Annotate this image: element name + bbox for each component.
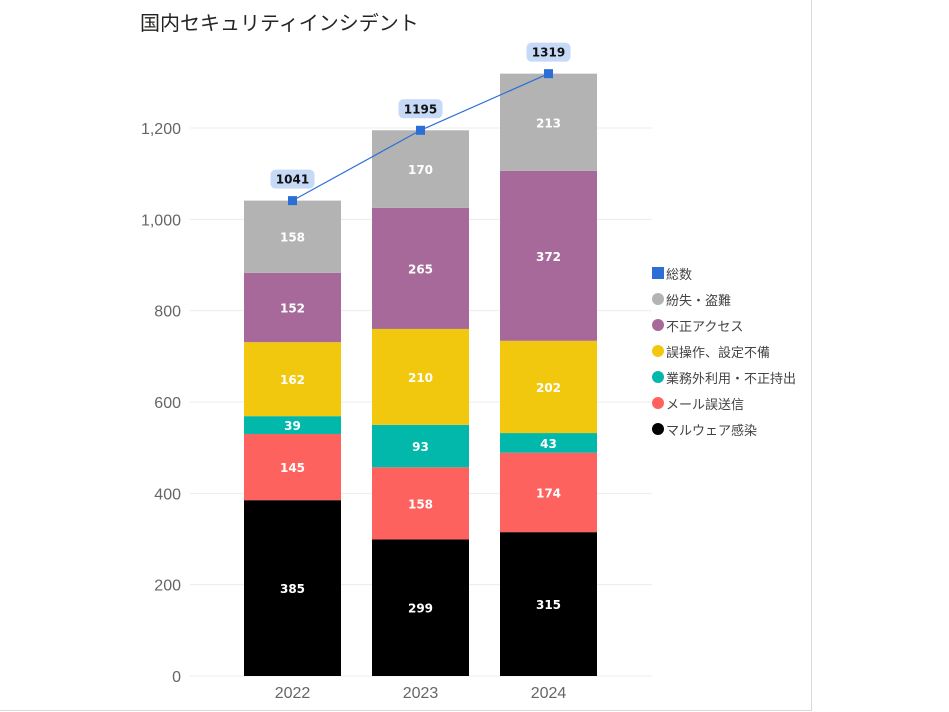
segment-value-label: 265 (408, 262, 433, 276)
segment-value-label: 158 (280, 231, 305, 245)
legend-item[interactable]: 誤操作、設定不備 (652, 338, 796, 364)
x-tick-label: 2023 (403, 685, 439, 702)
legend-label: 総数 (666, 267, 693, 283)
legend-circle-marker (652, 345, 664, 357)
legend-item[interactable]: メール誤送信 (652, 390, 796, 416)
segment-value-label: 210 (408, 371, 433, 385)
segment-value-label: 202 (536, 381, 561, 395)
legend-item[interactable]: マルウェア感染 (652, 416, 796, 442)
bar-segment (244, 416, 341, 434)
bar-segment (500, 433, 597, 453)
segment-value-label: 158 (408, 497, 433, 511)
bar-stack-2022: 385 145 39 162 152 158 (244, 200, 341, 676)
bar-segment (372, 424, 469, 468)
bar-segment (500, 73, 597, 171)
bar-segment (500, 452, 597, 533)
bar-segment (500, 340, 597, 434)
total-label-bg (526, 42, 571, 62)
bar-segment (244, 342, 341, 417)
bar-segment (500, 532, 597, 676)
segment-value-label: 39 (284, 419, 301, 433)
segment-value-label: 299 (408, 602, 433, 616)
y-tick-label: 400 (154, 486, 181, 503)
bar-segment (372, 207, 469, 329)
x-tick-label: 2024 (531, 685, 567, 702)
total-value-label: 1319 (532, 46, 565, 60)
y-tick-label: 1,000 (141, 212, 181, 229)
total-line: 1041 1195 1319 (270, 42, 571, 206)
y-tick-label: 800 (154, 304, 181, 321)
legend-item[interactable]: 不正アクセス (652, 312, 796, 338)
bar-segment (372, 328, 469, 425)
y-tick-label: 0 (172, 669, 181, 686)
legend-label: マルウェア感染 (666, 423, 758, 439)
legend-item[interactable]: 総数 (652, 260, 796, 286)
legend: 総数紛失・盗難不正アクセス誤操作、設定不備業務外利用・不正持出 メール誤送信 マルウ… (652, 260, 796, 442)
total-value-label: 1195 (404, 102, 437, 116)
x-tick-label: 2022 (275, 685, 311, 702)
legend-label: 業務外利用・不正持出 (666, 371, 797, 387)
legend-label: 紛失・盗難 (666, 293, 732, 309)
legend-label: 不正アクセス (666, 319, 744, 335)
legend-item[interactable]: 業務外利用・不正持出 (652, 364, 796, 390)
legend-circle-marker (652, 371, 664, 383)
stacked-bars: 385 145 39 162 152 158 299 158 93 210 265 170 315 174… (244, 73, 597, 676)
bar-stack-2024: 315 174 43 202 372 213 (500, 73, 597, 676)
segment-value-label: 93 (412, 440, 429, 454)
y-tick-label: 600 (154, 395, 181, 412)
segment-value-label: 145 (280, 461, 305, 475)
segment-value-label: 213 (536, 116, 561, 130)
bar-stack-2023: 299 158 93 210 265 170 (372, 130, 469, 676)
segment-value-label: 43 (540, 437, 557, 451)
segment-value-label: 162 (280, 373, 305, 387)
chart-plot: 0 200 400 600 800 1,000 1,200 385 145 39 162 152 15… (141, 42, 652, 702)
x-axis: 2022 2023 2024 (275, 685, 567, 702)
total-marker (544, 69, 553, 79)
bar-segment (372, 539, 469, 676)
legend-label: メール誤送信 (666, 397, 745, 413)
chart-title: 国内セキュリティインシデント (140, 11, 419, 35)
segment-value-label: 385 (280, 582, 305, 596)
legend-label: 誤操作、設定不備 (666, 345, 771, 361)
legend-square-marker (652, 267, 664, 279)
segment-value-label: 372 (536, 250, 561, 264)
y-tick-label: 200 (154, 578, 181, 595)
bar-segment (372, 130, 469, 208)
bar-segment (244, 500, 341, 676)
bar-segment (244, 200, 341, 273)
segment-value-label: 174 (536, 486, 561, 500)
legend-item[interactable]: 紛失・盗難 (652, 286, 796, 312)
bar-segment (244, 272, 341, 343)
y-tick-label: 1,200 (141, 121, 181, 138)
total-marker (416, 125, 425, 135)
legend-circle-marker (652, 293, 664, 305)
segment-value-label: 152 (280, 301, 305, 315)
bar-segment (244, 433, 341, 501)
legend-circle-marker (652, 397, 664, 409)
bar-segment (500, 170, 597, 341)
legend-circle-marker (652, 423, 664, 435)
chart-panel: 国内セキュリティインシデント 0 200 400 600 800 1,000 1,200 3… (0, 0, 812, 711)
bar-segment (372, 467, 469, 540)
total-label-bg (270, 169, 315, 189)
total-label-bg (398, 99, 443, 119)
total-value-label: 1041 (276, 173, 309, 187)
segment-value-label: 170 (408, 163, 433, 177)
legend-circle-marker (652, 319, 664, 331)
total-marker (288, 196, 297, 206)
segment-value-label: 315 (536, 598, 561, 612)
y-axis: 0 200 400 600 800 1,000 1,200 (141, 121, 181, 686)
